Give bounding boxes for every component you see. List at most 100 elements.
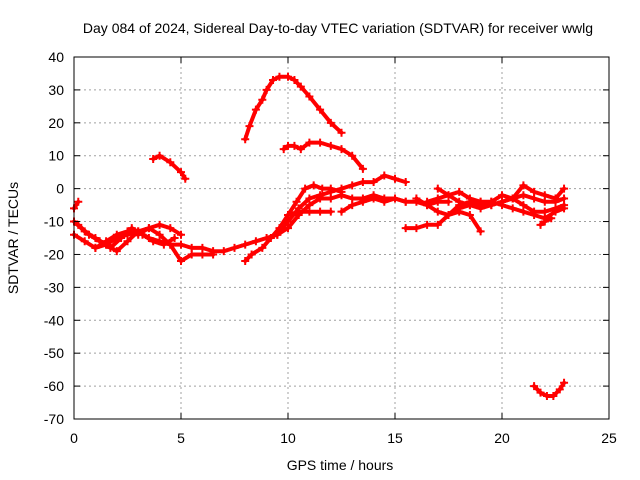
data-point-arc-19-0 xyxy=(536,220,545,229)
data-point-arc-14-0 xyxy=(412,194,421,203)
data-point-arc-9-2 xyxy=(290,141,299,150)
data-point-arc-16-11 xyxy=(551,194,560,203)
data-point-arc-17-7 xyxy=(519,207,528,216)
data-point-arc-13-3 xyxy=(433,220,442,229)
data-point-arc-2-11 xyxy=(187,250,196,259)
data-point-arc-3-1 xyxy=(84,230,93,239)
data-point-arc-16-9 xyxy=(530,187,539,196)
data-point-arc-6-2 xyxy=(166,158,175,167)
data-point-arc-3-3 xyxy=(106,243,115,252)
data-point-arc-4-3 xyxy=(123,227,132,236)
data-point-arc-19-1 xyxy=(540,217,549,226)
data-point-arc-7-1 xyxy=(247,250,256,259)
data-point-arc-4-7 xyxy=(166,224,175,233)
chart-title: Day 084 of 2024, Sidereal Day-to-day VTE… xyxy=(83,20,593,36)
data-point-arc-17-3 xyxy=(476,197,485,206)
y-tick-label-3: -40 xyxy=(44,312,64,328)
data-point-arc-16-10 xyxy=(540,191,549,200)
data-point-arc-10-12 xyxy=(401,178,410,187)
data-point-arc-7-3 xyxy=(266,234,275,242)
x-tick-label-4: 20 xyxy=(494,430,510,446)
data-point-arc-18-0 xyxy=(530,382,539,391)
data-point-arc-2-4 xyxy=(112,247,121,256)
data-point-arc-1-1 xyxy=(80,237,89,246)
data-point-arc-3-7 xyxy=(149,237,158,246)
data-point-arc-17-4 xyxy=(487,197,496,206)
data-point-arc-8-6 xyxy=(275,72,284,81)
data-point-arc-10-10 xyxy=(380,171,389,180)
data-point-arc-8-2 xyxy=(251,105,260,114)
data-point-arc-9-7 xyxy=(337,145,346,154)
series-line-arc-8 xyxy=(243,74,344,142)
data-point-arc-12-6 xyxy=(401,197,410,206)
data-point-arc-17-10 xyxy=(551,207,560,216)
data-point-arc-8-3 xyxy=(258,95,267,104)
data-point-arc-17-11 xyxy=(560,204,569,213)
data-point-arc-14-2 xyxy=(433,207,442,216)
data-point-arc-8-11 xyxy=(316,105,325,114)
data-point-arc-6-1 xyxy=(155,151,164,160)
data-point-arc-18-1 xyxy=(536,388,545,397)
data-point-arc-13-0 xyxy=(401,224,410,233)
data-point-arc-11-4 xyxy=(326,207,335,216)
data-point-arc-12-5 xyxy=(391,194,399,203)
data-point-arc-10-0 xyxy=(273,230,282,239)
data-point-arc-15-0 xyxy=(423,197,432,206)
axis-ticks: -70 -60 -50 -40 -30 -20 -10 0 10 20 30 40 0 5 10 15 20 25 xyxy=(44,49,617,446)
data-point-arc-11-1 xyxy=(294,207,303,216)
data-point-arc-8-0 xyxy=(241,135,250,144)
data-point-arc-8-8 xyxy=(290,76,299,85)
data-point-arc-16-0 xyxy=(433,184,442,193)
y-tick-label-5: -20 xyxy=(44,246,64,262)
data-point-arc-16-1 xyxy=(444,191,453,200)
data-point-arc-9-6 xyxy=(326,141,335,150)
y-tick-label-10: 30 xyxy=(48,82,64,98)
data-point-arc-19-2 xyxy=(547,214,556,223)
data-point-arc-18-5 xyxy=(560,378,569,387)
data-point-arc-1-14 xyxy=(219,247,228,256)
y-tick-label-7: 0 xyxy=(56,181,64,197)
data-point-arc-10-7 xyxy=(348,181,357,190)
data-point-arc-13-2 xyxy=(423,220,432,229)
data-point-arc-1-16 xyxy=(241,240,250,249)
data-point-arc-8-13 xyxy=(337,128,346,137)
data-point-arc-17-6 xyxy=(508,204,517,213)
data-point-arc-10-6 xyxy=(337,184,346,193)
y-axis-label: SDTVAR / TECUs xyxy=(5,182,21,294)
data-point-arc-10-9 xyxy=(369,178,378,187)
data-point-arc-8-4 xyxy=(262,85,271,94)
data-point-arc-5-1 xyxy=(74,197,83,206)
data-point-arc-12-3 xyxy=(369,194,378,203)
data-point-arc-13-6 xyxy=(465,210,474,219)
y-tick-label-4: -30 xyxy=(44,279,64,295)
data-point-arc-17-8 xyxy=(530,210,539,219)
data-point-arc-1-15 xyxy=(230,243,239,252)
data-point-arc-12-0 xyxy=(337,207,346,216)
data-point-arc-11-0 xyxy=(284,210,292,219)
data-point-arc-8-1 xyxy=(245,122,254,131)
data-point-arc-7-6 xyxy=(292,197,301,206)
data-point-arc-3-8 xyxy=(159,240,168,249)
data-point-arc-11-3 xyxy=(316,207,325,216)
data-point-arc-4-8 xyxy=(177,230,185,239)
data-point-arc-9-4 xyxy=(305,138,314,147)
data-point-arc-4-2 xyxy=(112,230,121,239)
plot-frame xyxy=(73,56,610,420)
data-point-arc-7-0 xyxy=(241,257,250,266)
data-point-arc-7-7 xyxy=(301,184,310,193)
data-point-arc-2-5 xyxy=(123,237,132,246)
data-point-arc-15-9 xyxy=(519,191,528,200)
data-point-arc-2-8 xyxy=(155,230,164,239)
data-point-arc-1-10 xyxy=(177,240,185,249)
data-point-arc-18-4 xyxy=(555,385,564,394)
y-tick-label-11: 40 xyxy=(48,49,64,65)
data-point-arc-8-5 xyxy=(269,76,278,85)
data-point-arc-9-9 xyxy=(358,164,367,173)
y-tick-label-0: -70 xyxy=(44,411,64,427)
x-tick-label-3: 15 xyxy=(387,430,403,446)
data-point-arc-10-4 xyxy=(316,191,325,200)
data-point-arc-7-2 xyxy=(258,243,267,252)
data-point-arc-9-8 xyxy=(348,151,357,160)
data-point-arc-16-8 xyxy=(519,181,528,190)
x-tick-label-5: 25 xyxy=(601,430,617,446)
